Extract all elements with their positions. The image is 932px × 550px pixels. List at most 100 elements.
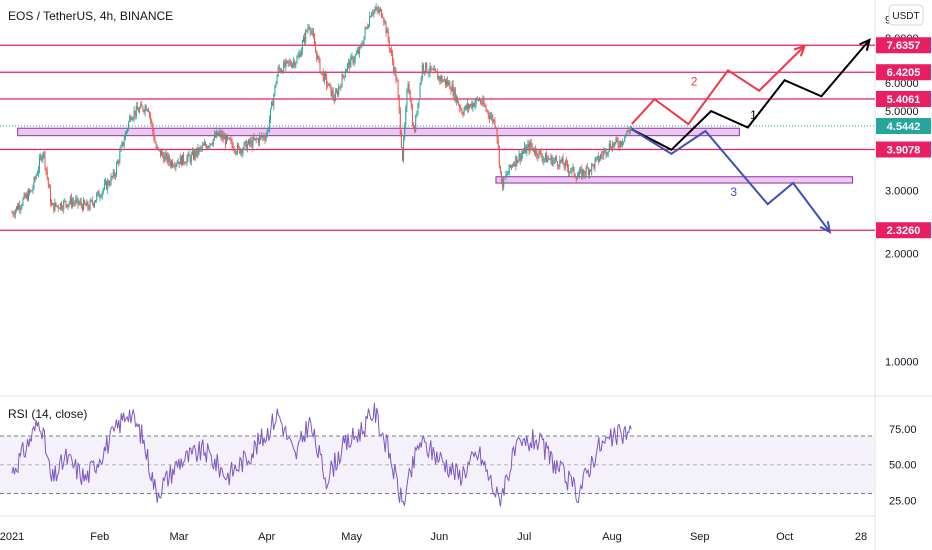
candle-body xyxy=(249,139,251,144)
candle-body xyxy=(319,58,321,74)
candle-body xyxy=(601,154,603,156)
candle-body xyxy=(421,64,423,78)
candle-body xyxy=(108,180,110,185)
candle-body xyxy=(118,161,120,163)
candle-body xyxy=(614,142,616,146)
candle-body xyxy=(182,154,183,166)
price-tick-label: 5.0000 xyxy=(885,106,919,118)
price-tag xyxy=(876,90,931,107)
candle-body xyxy=(206,145,208,149)
candle-body xyxy=(294,61,296,67)
candle-body xyxy=(531,146,533,148)
candle-body xyxy=(409,90,411,102)
candle-body xyxy=(312,31,314,38)
candle-body xyxy=(383,17,385,23)
candle-body xyxy=(50,187,51,204)
candle-body xyxy=(111,176,113,178)
candle-body xyxy=(359,46,361,54)
candle-body xyxy=(494,119,496,128)
candle-body xyxy=(26,193,28,201)
time-tick-label: 2021 xyxy=(0,531,24,543)
candle-body xyxy=(468,103,469,109)
candle-body xyxy=(344,72,346,78)
candle-body xyxy=(568,167,570,173)
candle-body xyxy=(325,73,326,77)
chart-axes: 9.00008.00006.00005.00003.00002.00001.00… xyxy=(0,15,919,543)
candle-body xyxy=(560,159,562,162)
candle-body xyxy=(590,169,592,172)
rsi-line xyxy=(11,402,632,507)
candle-body xyxy=(140,104,142,109)
candle-body xyxy=(499,165,501,172)
candle-body xyxy=(374,9,376,11)
candle-body xyxy=(362,44,364,46)
candle-body xyxy=(304,36,306,42)
candle-body xyxy=(424,70,425,72)
candle-body xyxy=(37,169,39,174)
candle-body xyxy=(122,142,124,146)
candle-body xyxy=(580,168,582,171)
price-tag xyxy=(876,118,931,135)
candle-body xyxy=(270,108,271,120)
candle-body xyxy=(246,144,248,151)
candle-body xyxy=(72,201,73,206)
candle-body xyxy=(54,202,56,212)
candle-body xyxy=(505,174,507,178)
candle-body xyxy=(130,116,132,121)
candle-body xyxy=(528,143,530,151)
candle-body xyxy=(119,151,121,163)
candle-body xyxy=(145,106,147,111)
candle-body xyxy=(239,146,241,154)
candle-body xyxy=(430,65,432,70)
candle-body xyxy=(485,106,487,111)
scenario-path xyxy=(631,39,871,152)
candle-body xyxy=(314,37,315,46)
price-tick-label: 1.0000 xyxy=(885,357,919,369)
candle-body xyxy=(360,45,362,47)
candle-body xyxy=(497,139,499,147)
chart-title: EOS / TetherUS, 4h, BINANCE xyxy=(8,9,173,23)
candle-body xyxy=(385,21,387,33)
candle-body xyxy=(495,127,497,129)
candle-body xyxy=(436,71,438,73)
candle-body xyxy=(625,134,627,137)
candle-body xyxy=(52,203,54,206)
currency-badge[interactable]: USDT xyxy=(888,4,924,26)
candle-body xyxy=(317,56,319,60)
candle-body xyxy=(507,172,509,175)
candle-body xyxy=(293,61,295,64)
candle-body xyxy=(437,72,439,80)
candle-body xyxy=(215,134,216,138)
candle-body xyxy=(163,155,165,162)
candle-body xyxy=(161,151,163,156)
candle-body xyxy=(213,134,215,139)
candle-body xyxy=(356,50,358,54)
candle-body xyxy=(609,143,611,149)
candle-body xyxy=(627,130,629,132)
candle-body xyxy=(224,136,226,145)
candle-body xyxy=(608,143,610,152)
candle-body xyxy=(350,56,352,68)
candle-body xyxy=(581,168,583,178)
candle-body xyxy=(567,162,568,168)
candle-body xyxy=(479,99,480,101)
candle-body xyxy=(144,106,146,113)
price-series xyxy=(11,2,632,219)
candle-body xyxy=(330,84,332,97)
candle-body xyxy=(373,10,375,14)
candle-body xyxy=(493,119,495,122)
candle-body xyxy=(572,167,574,168)
price-tags: 7.6357 6.4205 5.4061 3.9078 2.3260 4.5442 xyxy=(876,37,931,239)
candle-body xyxy=(595,157,597,161)
candle-body xyxy=(152,123,154,132)
candle-body xyxy=(87,201,89,209)
candle-body xyxy=(405,107,407,126)
candle-body xyxy=(227,135,229,139)
candle-body xyxy=(396,80,398,82)
candle-body xyxy=(606,153,608,155)
candle-body xyxy=(426,62,428,73)
candle-body xyxy=(487,110,489,116)
candle-body xyxy=(156,147,158,149)
candle-body xyxy=(545,153,546,159)
